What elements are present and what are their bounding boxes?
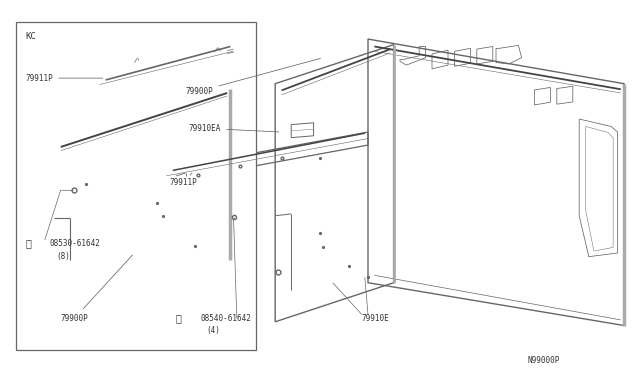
Text: 79900P: 79900P <box>61 255 132 323</box>
Text: 79910E: 79910E <box>362 314 389 323</box>
Text: 08530-61642: 08530-61642 <box>50 239 100 248</box>
Bar <box>16 22 256 350</box>
Text: Ⓢ: Ⓢ <box>26 239 31 248</box>
Text: Ⓢ: Ⓢ <box>176 313 182 323</box>
Text: 08540-61642: 08540-61642 <box>200 314 251 323</box>
Text: 79911P: 79911P <box>170 173 197 187</box>
Text: (8): (8) <box>56 251 70 260</box>
Text: 79900P: 79900P <box>186 58 321 96</box>
Text: (4): (4) <box>207 326 221 335</box>
Text: KC: KC <box>26 32 36 41</box>
Text: 79911P: 79911P <box>26 74 103 83</box>
Text: 79910EA: 79910EA <box>189 124 279 133</box>
Text: N99000P: N99000P <box>527 356 560 365</box>
